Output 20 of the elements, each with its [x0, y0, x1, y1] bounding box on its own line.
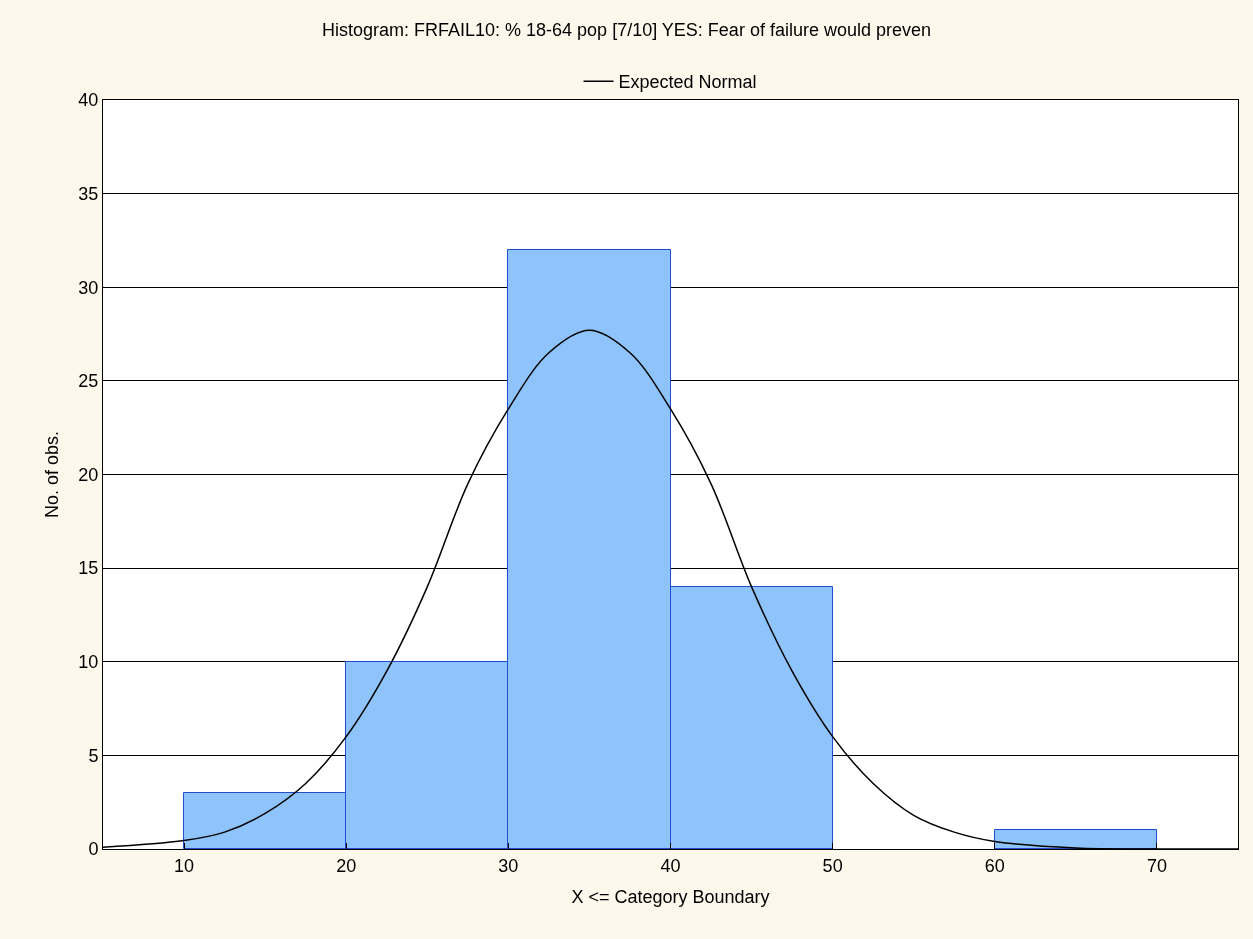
x-axis-title: X <= Category Boundary — [571, 886, 770, 907]
x-tick-label: 10 — [174, 855, 195, 876]
y-axis-title: No. of obs. — [41, 430, 62, 519]
y-tick-label: 10 — [78, 652, 99, 673]
x-tick-label: 50 — [822, 855, 843, 876]
chart-title: Histogram: FRFAIL10: % 18-64 pop [7/10] YES: Fear of failure would preven — [322, 20, 931, 41]
y-tick-label: 20 — [78, 464, 99, 485]
x-tick-label: 70 — [1146, 855, 1167, 876]
y-tick-label: 0 — [88, 839, 99, 860]
y-tick-label: 30 — [78, 277, 99, 298]
x-tick-label: 60 — [984, 855, 1005, 876]
x-tick-label: 20 — [336, 855, 357, 876]
y-tick-label: 5 — [88, 745, 99, 766]
y-tick-label: 25 — [78, 371, 99, 392]
x-tick-label: 30 — [498, 855, 519, 876]
y-tick-label: 35 — [78, 183, 99, 204]
legend-label: Expected Normal — [618, 72, 757, 93]
y-tick-label: 40 — [78, 90, 99, 111]
x-tick-label: 40 — [660, 855, 681, 876]
y-tick-label: 15 — [78, 558, 99, 579]
